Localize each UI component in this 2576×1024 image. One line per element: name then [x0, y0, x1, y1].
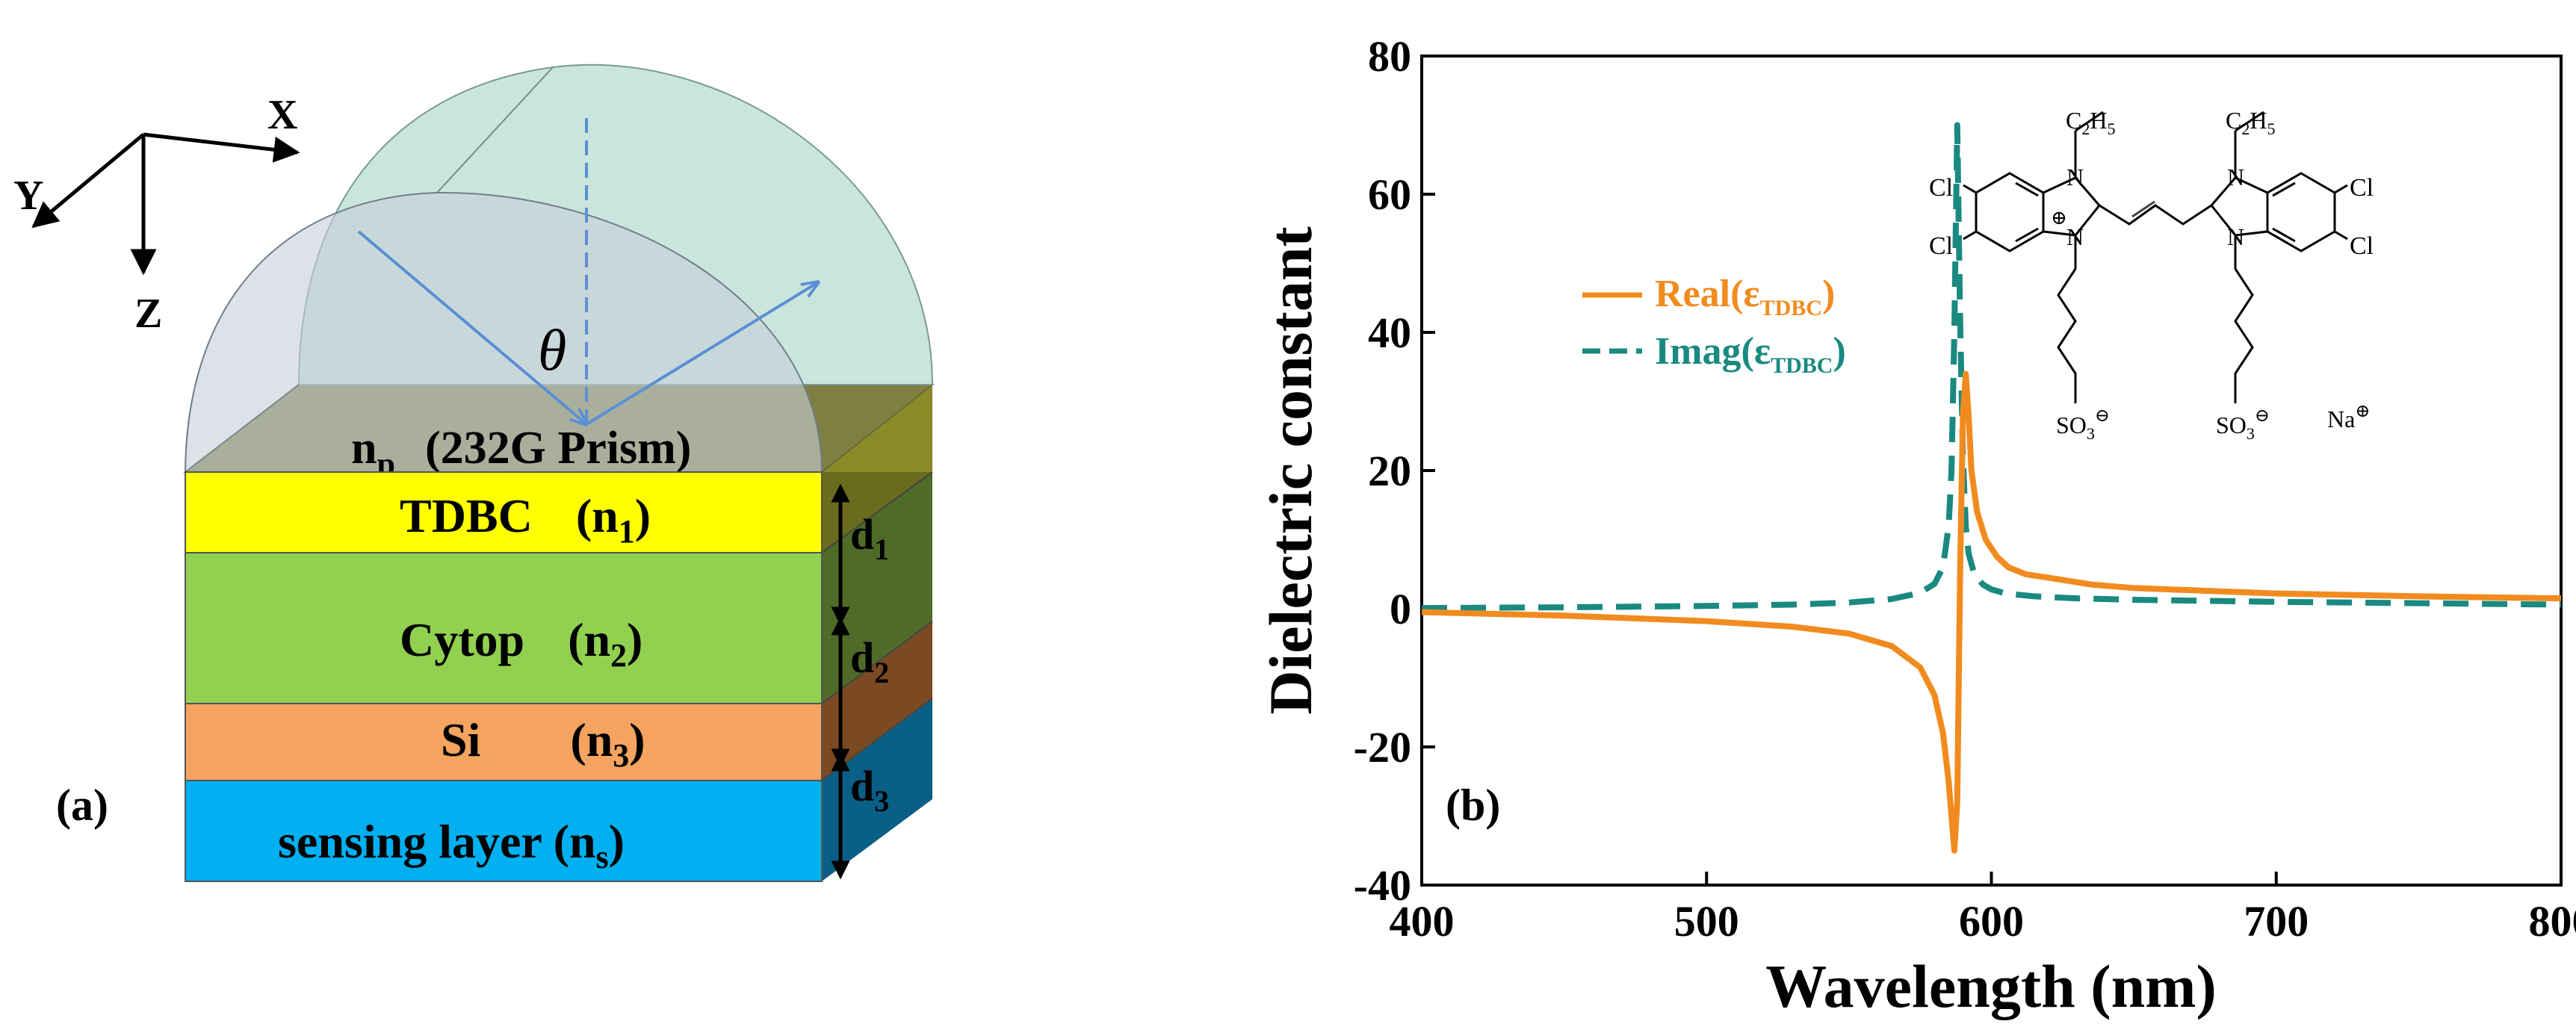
svg-text:SO3⊖: SO3⊖ — [2216, 406, 2270, 443]
tdbc-layer — [185, 471, 823, 553]
y-tick-label: 40 — [1368, 308, 1411, 357]
d2-label: d2 — [850, 633, 889, 689]
svg-text:Cl: Cl — [2350, 232, 2374, 260]
molecule-labels: Cl Cl Cl Cl N N N N ⊕ C2H5 C2H5 SO3⊖ SO3… — [1929, 107, 2374, 443]
incident-ray — [357, 230, 586, 424]
y-tick-label: 60 — [1368, 170, 1411, 219]
y-axis-label: Dielectric constant — [1257, 226, 1325, 714]
series-imag-line — [1421, 122, 2562, 612]
legend-imag-label: Imag(εTDBC) — [1655, 330, 1846, 378]
x-tick-label: 800 — [2529, 897, 2576, 946]
cytop-layer — [185, 552, 823, 704]
si-layer — [185, 703, 823, 781]
plot-frame — [1420, 55, 2563, 887]
svg-text:N: N — [2227, 164, 2244, 190]
series-layer — [1421, 122, 2562, 854]
tdbc-layer-label: TDBC (n1) — [400, 489, 651, 550]
x-tick-label: 500 — [1674, 897, 1739, 946]
x-tick-label: 600 — [1959, 897, 2024, 946]
legend: Real(εTDBC) Imag(εTDBC) — [1582, 273, 1846, 378]
svg-text:C2H5: C2H5 — [2226, 107, 2275, 138]
svg-text:C2H5: C2H5 — [2066, 107, 2115, 138]
x-tick-label: 700 — [2244, 897, 2309, 946]
svg-text:N: N — [2066, 164, 2084, 190]
axis-z-label: Z — [134, 291, 162, 337]
thickness-indicators: d1 d2 d3 — [831, 483, 889, 880]
reflected-ray — [585, 282, 818, 426]
svg-text:Cl: Cl — [2350, 174, 2374, 202]
sensing-layer-label: sensing layer (ns) — [278, 815, 625, 875]
panel-a-label: (a) — [56, 781, 108, 830]
coordinate-axes: X Y Z — [13, 92, 300, 337]
tdbc-molecule-structure — [1963, 111, 2348, 403]
svg-text:SO3⊖: SO3⊖ — [2056, 406, 2110, 443]
axis-x-label: X — [267, 92, 297, 138]
panel-b-label: (b) — [1446, 781, 1500, 830]
svg-text:Cl: Cl — [1929, 232, 1953, 260]
sensing-layer — [185, 780, 823, 882]
svg-text:⊕: ⊕ — [2051, 207, 2067, 229]
y-tick-label: 80 — [1368, 32, 1411, 81]
series-real-line — [1421, 370, 2562, 854]
x-axis-label: Wavelength (nm) — [1765, 952, 2217, 1020]
y-tick-label: 20 — [1368, 447, 1411, 495]
y-tick-label: -40 — [1354, 861, 1411, 910]
legend-real-label: Real(εTDBC) — [1655, 273, 1835, 320]
y-tick-label: 0 — [1390, 585, 1411, 633]
y-tick-label: -20 — [1354, 723, 1411, 772]
axis-y-label: Y — [13, 173, 43, 219]
axis-ticks: 400 500 600 700 800 -40 -20 0 20 40 60 80 — [1354, 32, 2576, 946]
angle-theta-label: θ — [538, 317, 566, 382]
panel-b-chart: 400 500 600 700 800 -40 -20 0 20 40 60 80 Dielectri… — [1257, 32, 2576, 1020]
svg-text:Na⊕: Na⊕ — [2327, 402, 2370, 432]
svg-text:N: N — [2227, 223, 2244, 250]
prism-label: np (232G Prism) — [351, 423, 691, 482]
si-layer-label: Si (n3) — [441, 713, 645, 774]
d1-label: d1 — [850, 510, 889, 566]
svg-text:Cl: Cl — [1929, 174, 1953, 202]
x-tick-label: 400 — [1390, 897, 1455, 946]
svg-text:N: N — [2066, 223, 2084, 250]
prism-front-arc — [184, 191, 823, 473]
cytop-layer-label: Cytop (n2) — [400, 613, 643, 674]
d3-label: d3 — [850, 762, 889, 818]
panel-a-schematic: X Y Z θ np (232G Prism) — [13, 63, 935, 882]
